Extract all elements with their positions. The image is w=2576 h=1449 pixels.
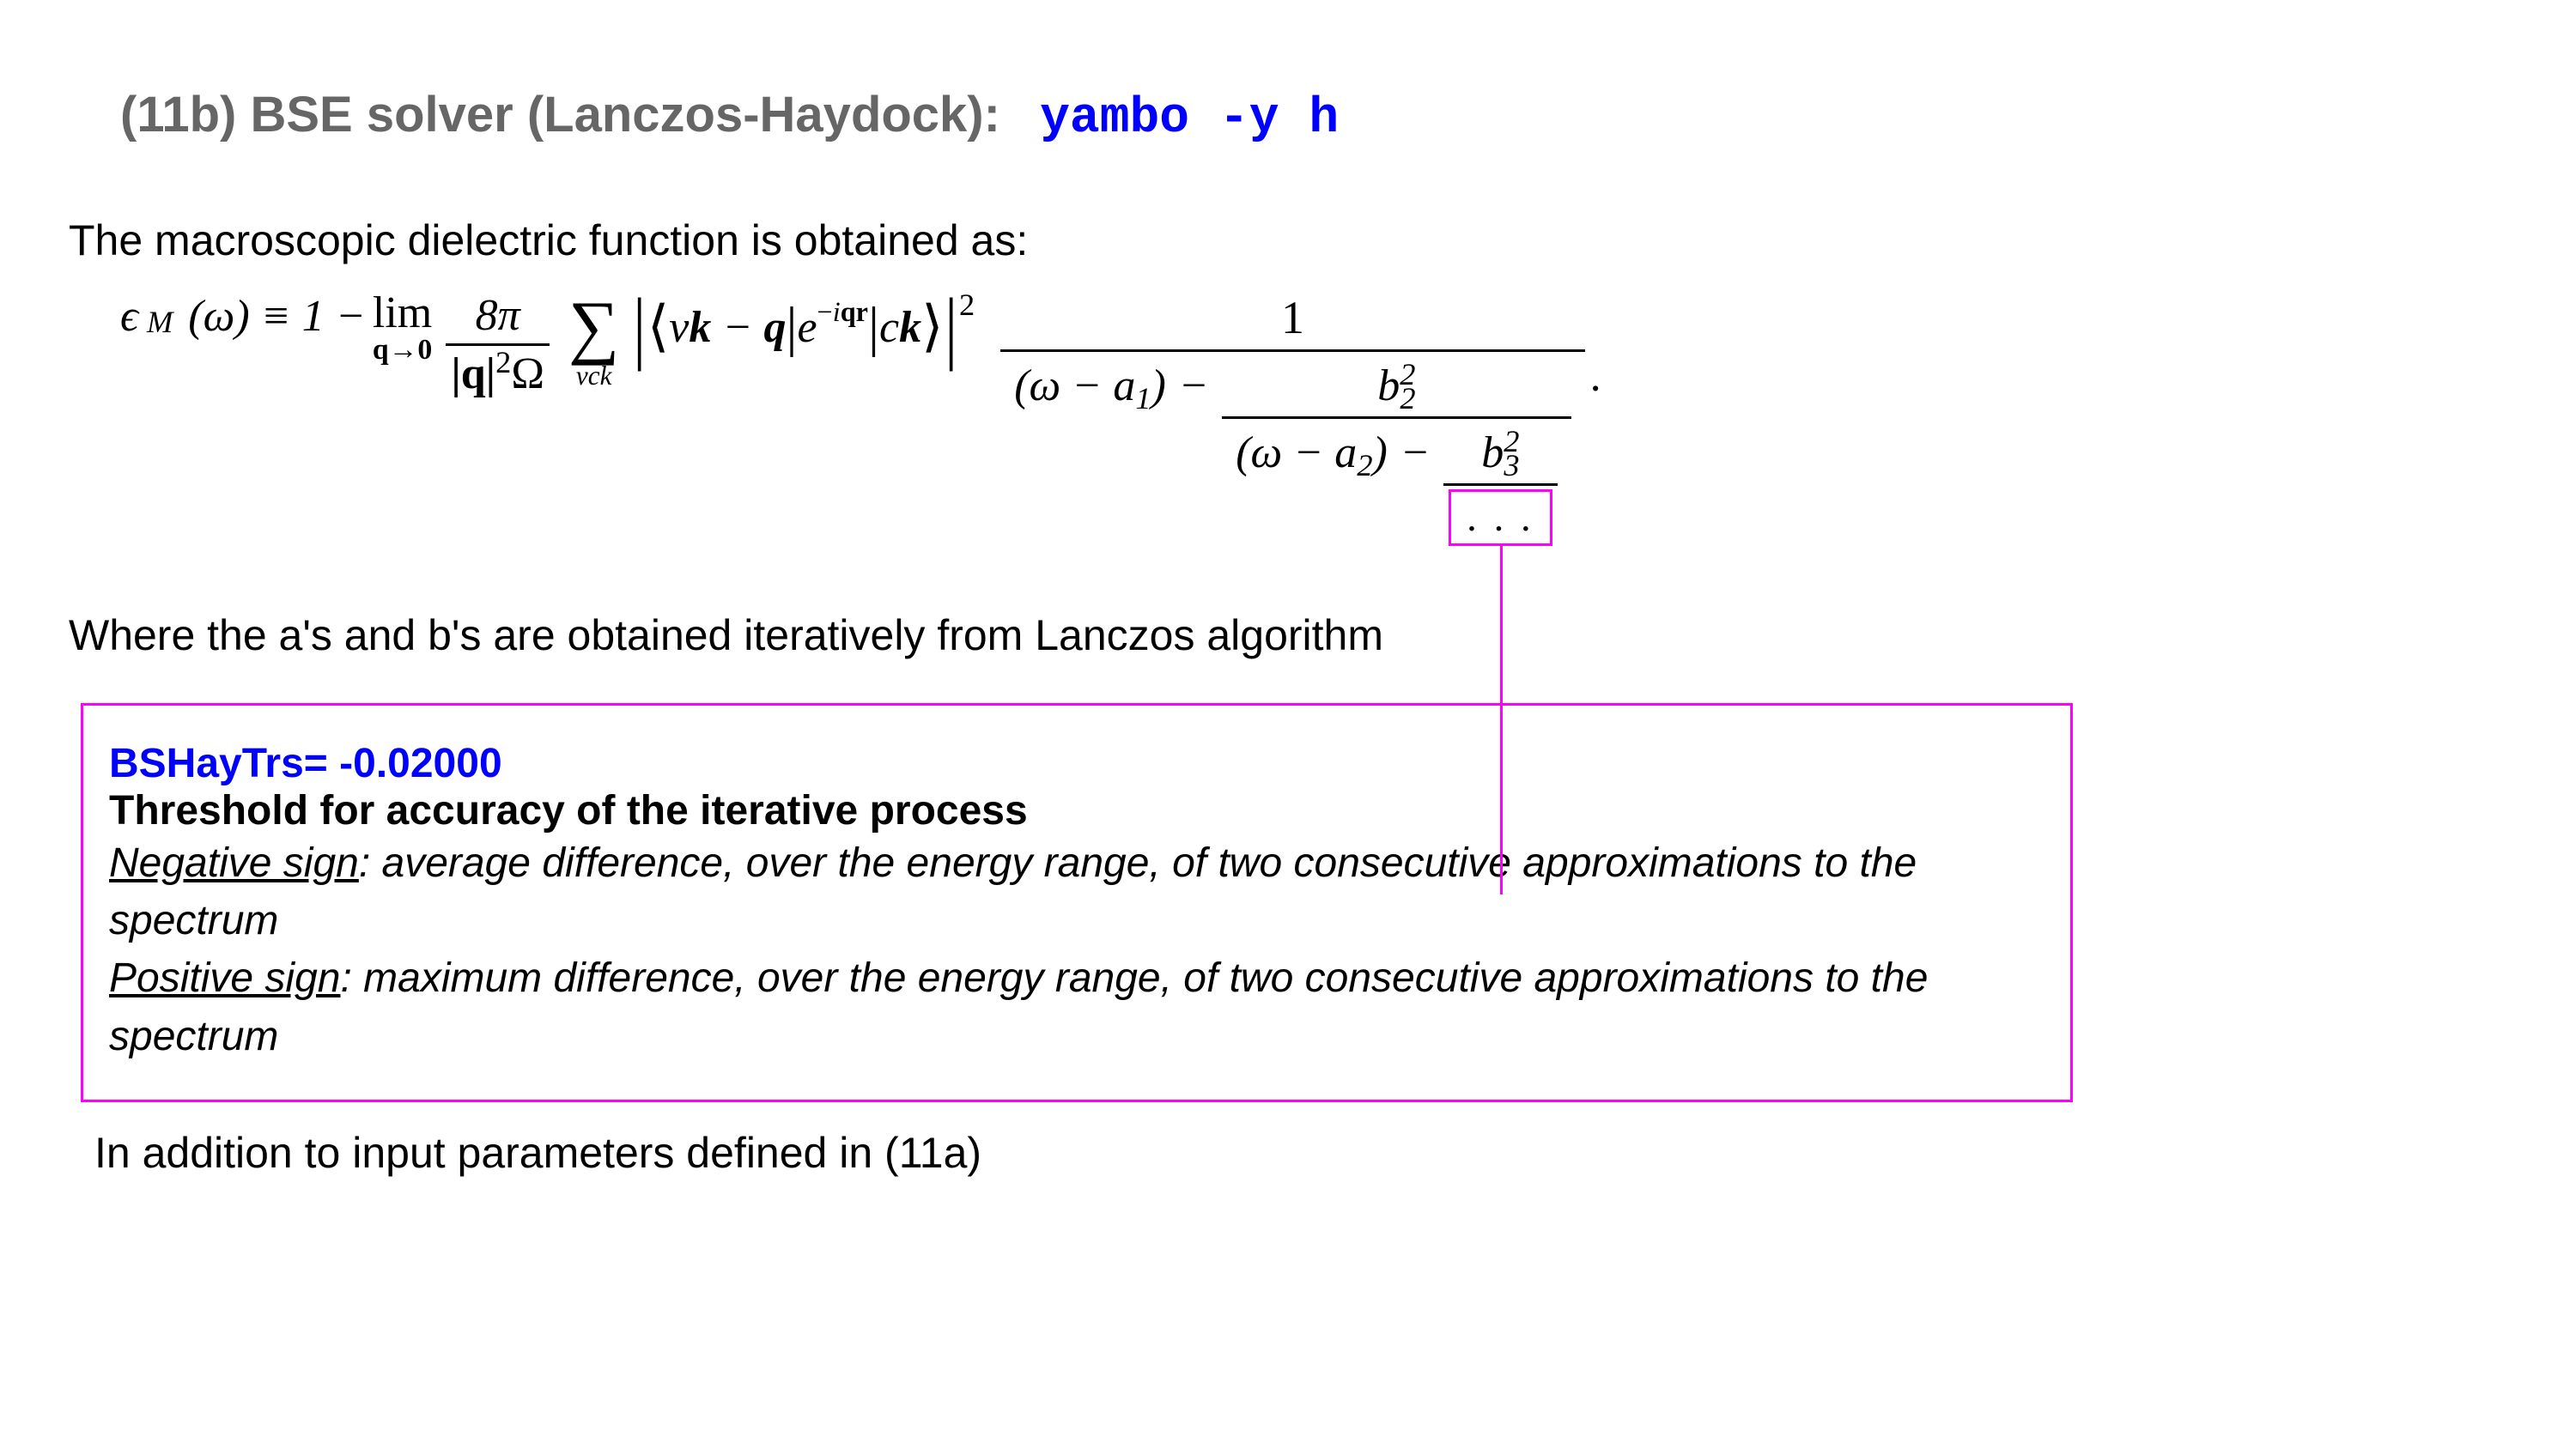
ket: ⟩ bbox=[921, 294, 943, 360]
b3-squared: b23 bbox=[1474, 427, 1526, 483]
cfrac-denominator-2: (ω − a2) − b23 . . . bbox=[1222, 416, 1571, 542]
frac-numerator: 8π bbox=[471, 291, 526, 343]
limit-block: lim q→0 bbox=[373, 291, 433, 365]
ck: ck bbox=[879, 302, 921, 353]
limit-symbol: lim bbox=[373, 291, 432, 336]
minus-1: − bbox=[1182, 361, 1206, 411]
intro-text: The macroscopic dielectric function is o… bbox=[69, 215, 2507, 265]
squared: 2 bbox=[959, 287, 975, 323]
param-title: Threshold for accuracy of the iterative … bbox=[109, 787, 2044, 834]
heading-command: yambo -y h bbox=[1040, 91, 1339, 147]
positive-text: : maximum difference, over the energy ra… bbox=[109, 955, 1928, 1058]
bra: ⟨ bbox=[647, 294, 669, 360]
where-text: Where the a's and b's are obtained itera… bbox=[69, 610, 2507, 660]
negative-label: Negative sign bbox=[109, 840, 359, 886]
cfrac-numerator-1: 1 bbox=[1092, 291, 1493, 349]
prefactor-fraction: 8π |q|2Ω bbox=[446, 291, 550, 398]
heading-text: (11b) BSE solver (Lanczos-Haydock): bbox=[120, 87, 1000, 142]
mid-bar-2: | bbox=[868, 295, 879, 360]
omega-equals: (ω) ≡ 1 − bbox=[188, 291, 366, 342]
positive-label: Positive sign bbox=[109, 955, 340, 1001]
sum-symbol: ∑ bbox=[568, 291, 619, 362]
b2-squared: b22 bbox=[1266, 361, 1527, 416]
continued-fraction: 1 (ω − a1) − b22 (ω − a2) − b23 bbox=[1000, 291, 1584, 542]
equation-period: . bbox=[1590, 351, 1601, 402]
frac-denominator: |q|2Ω bbox=[446, 343, 550, 398]
abs-open: | bbox=[633, 280, 646, 373]
omega-a1: (ω − a1) bbox=[1014, 361, 1166, 411]
minus-2: − bbox=[1403, 427, 1428, 478]
equation-lhs: ϵM (ω) ≡ 1 − bbox=[120, 291, 366, 342]
vk-minus-q: vk − q bbox=[669, 302, 786, 353]
connector-vertical bbox=[1500, 546, 1503, 894]
e-base: e bbox=[797, 302, 817, 353]
param-key: BSHayTrs= -0.02000 bbox=[109, 740, 2044, 787]
e-exponent: −iqr bbox=[817, 296, 868, 328]
param-negative: Negative sign: average difference, over … bbox=[109, 834, 2044, 949]
limit-under: q→0 bbox=[373, 336, 433, 365]
ellipsis-box: . . . bbox=[1449, 489, 1552, 546]
epsilon-symbol: ϵ bbox=[120, 291, 138, 342]
slide-heading: (11b) BSE solver (Lanczos-Haydock): yamb… bbox=[69, 86, 2507, 147]
cfrac-denominator-3: . . . bbox=[1443, 483, 1558, 542]
sum-block: ∑ vck bbox=[568, 291, 619, 389]
matrix-element: | ⟨ vk − q | e−iqr | ck ⟩ | 2 bbox=[631, 291, 975, 363]
abs-close: | bbox=[945, 280, 957, 373]
cfrac-denominator-1: (ω − a1) − b22 (ω − a2) − b23 bbox=[1000, 349, 1584, 542]
omega-a2: (ω − a2) bbox=[1236, 427, 1388, 478]
sum-under: vck bbox=[576, 362, 612, 389]
negative-text: : average difference, over the energy ra… bbox=[109, 840, 1917, 943]
param-positive: Positive sign: maximum difference, over … bbox=[109, 949, 2044, 1064]
footer-text: In addition to input parameters defined … bbox=[69, 1128, 2507, 1178]
epsilon-subscript: M bbox=[147, 304, 173, 340]
parameter-box: BSHayTrs= -0.02000 Threshold for accurac… bbox=[81, 703, 2073, 1102]
cfrac-level-3: b23 . . . bbox=[1443, 427, 1558, 542]
dielectric-equation: ϵM (ω) ≡ 1 − lim q→0 8π |q|2Ω ∑ vck | ⟨ … bbox=[69, 291, 2507, 542]
cfrac-level-2: b22 (ω − a2) − b23 . . . bbox=[1222, 361, 1571, 542]
mid-bar: | bbox=[786, 295, 797, 360]
